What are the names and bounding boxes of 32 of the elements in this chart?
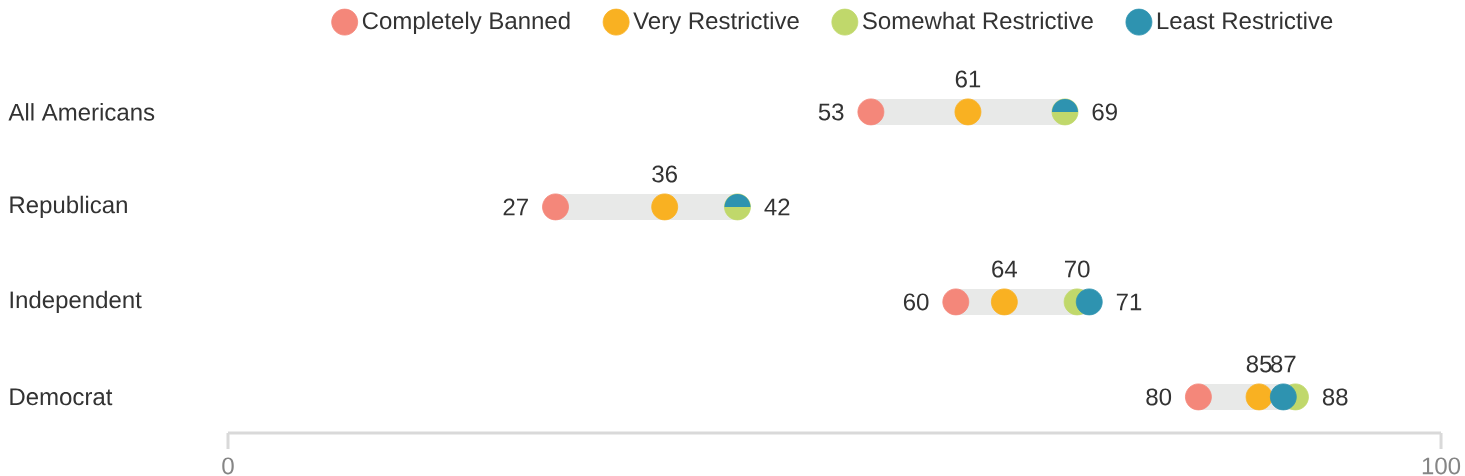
data-label: 53 bbox=[818, 103, 844, 121]
y-tick-label: Democrat bbox=[10, 388, 113, 406]
point bbox=[542, 193, 569, 221]
data-label: 27 bbox=[503, 198, 528, 216]
data-label: 36 bbox=[652, 165, 677, 183]
point bbox=[1185, 383, 1212, 411]
point bbox=[1245, 383, 1273, 411]
data-label: 87 bbox=[1271, 355, 1296, 373]
data-label: 80 bbox=[1146, 388, 1172, 406]
point bbox=[954, 98, 982, 126]
data-label: 69 bbox=[1092, 103, 1117, 121]
x-tick-label: 100 bbox=[1422, 457, 1461, 475]
legend-label: Completely Banned bbox=[362, 11, 570, 34]
data-label: 70 bbox=[1064, 260, 1090, 278]
y-tick-label: All Americans bbox=[8, 103, 155, 121]
x-tick-label: 0 bbox=[222, 457, 234, 475]
legend-label: Somewhat Restrictive bbox=[862, 11, 1093, 30]
data-label: 64 bbox=[992, 260, 1017, 278]
point bbox=[651, 193, 679, 221]
legend-label: Least Restrictive bbox=[1157, 11, 1333, 30]
point bbox=[942, 288, 970, 316]
data-label: 42 bbox=[764, 198, 790, 216]
data-label: 71 bbox=[1116, 293, 1142, 311]
y-tick-label: Republican bbox=[10, 195, 127, 219]
data-label: 85 bbox=[1246, 355, 1272, 373]
point bbox=[857, 98, 885, 126]
data-label: 88 bbox=[1322, 388, 1348, 406]
point bbox=[990, 288, 1018, 316]
legend-label: Very Restrictive bbox=[633, 11, 799, 34]
y-tick-label: Independent bbox=[10, 290, 142, 314]
data-label: 60 bbox=[903, 293, 929, 311]
data-label: 61 bbox=[955, 70, 981, 88]
